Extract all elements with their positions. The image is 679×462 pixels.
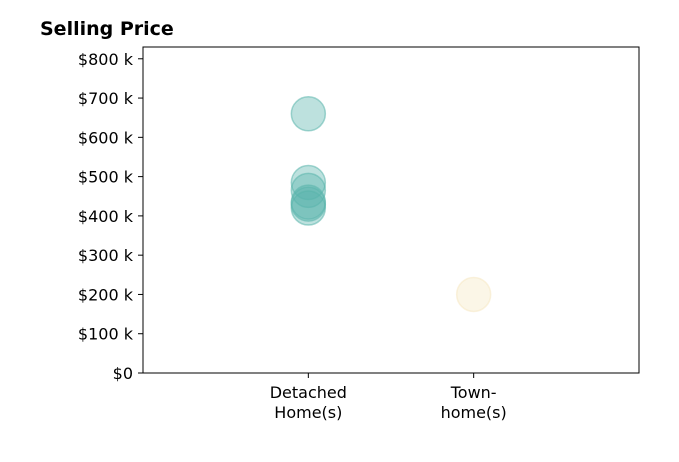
plot-area bbox=[142, 46, 640, 374]
y-tick-label: $300 k bbox=[78, 246, 134, 265]
x-axis: Detached Home(s) Town-home(s) bbox=[270, 373, 507, 422]
y-tick-label: $400 k bbox=[78, 207, 134, 226]
data-point bbox=[290, 190, 327, 226]
y-tick-label: $100 k bbox=[78, 325, 134, 344]
data-point bbox=[290, 164, 327, 201]
y-tick-label: $800 k bbox=[78, 50, 134, 69]
x-tick-label-line: Detached bbox=[270, 383, 347, 402]
y-tick-label: $600 k bbox=[78, 128, 134, 147]
y-tick-label: $500 k bbox=[78, 168, 134, 187]
data-points bbox=[290, 96, 492, 313]
x-tick-label-line: home(s) bbox=[441, 403, 507, 422]
y-tick-label: $0 bbox=[113, 364, 133, 383]
chart-title: Selling Price bbox=[40, 18, 174, 40]
x-tick-label-line: Town- bbox=[450, 383, 497, 402]
x-tick-label-line: Home(s) bbox=[274, 403, 342, 422]
data-point bbox=[455, 276, 492, 313]
y-tick-label: $200 k bbox=[78, 285, 134, 304]
x-tick-label: Detached Home(s) bbox=[270, 383, 347, 422]
y-tick-label: $700 k bbox=[78, 89, 134, 108]
y-axis: $0 $100 k $200 k $300 k $400 k $500 k $600 k $7… bbox=[78, 50, 143, 383]
data-point bbox=[290, 96, 327, 132]
x-tick-label: Town-home(s) bbox=[441, 383, 507, 422]
